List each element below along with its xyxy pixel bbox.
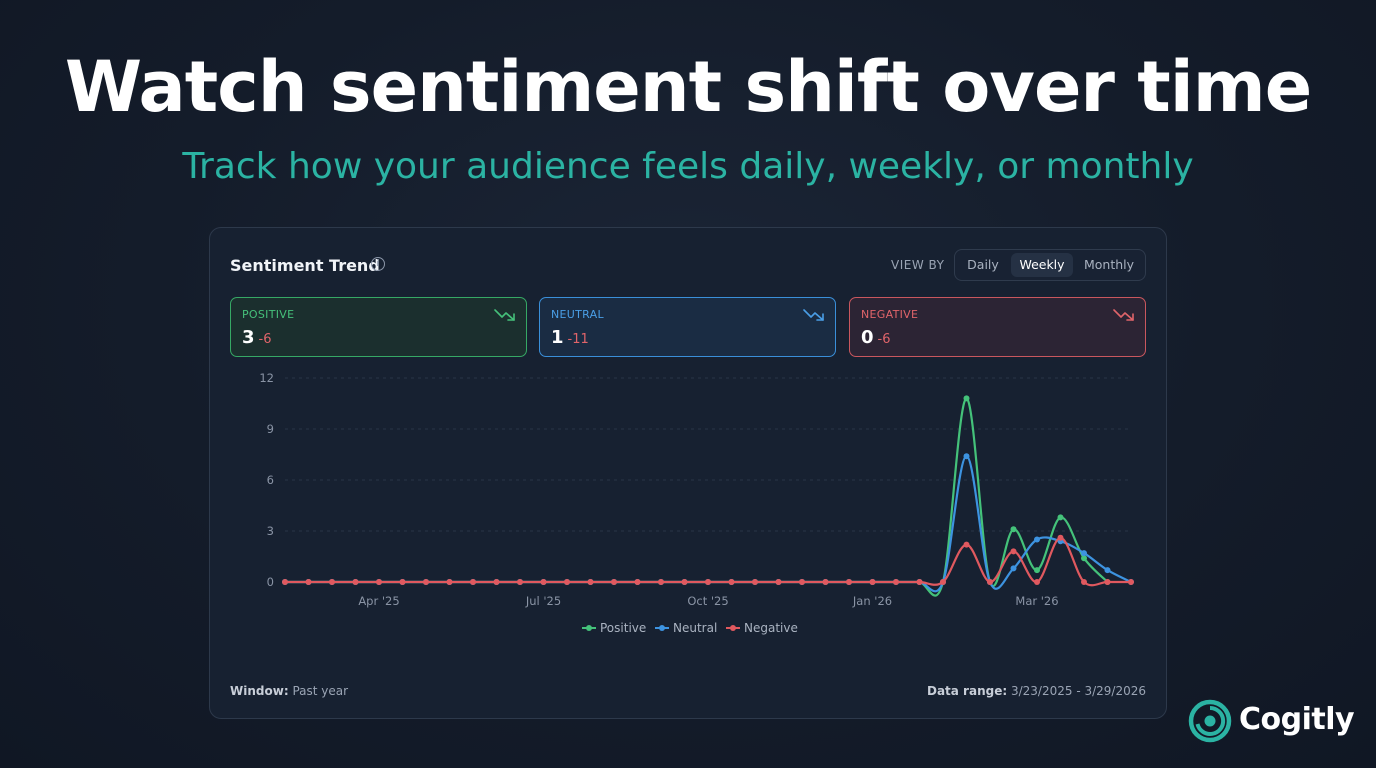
x-tick-label: Jul '25: [525, 594, 561, 608]
y-tick-label: 0: [267, 575, 274, 589]
cogitly-logo-icon: [1188, 699, 1232, 743]
data-point-negative: [705, 579, 711, 585]
data-point-neutral: [1010, 565, 1017, 572]
data-point-negative: [869, 579, 876, 585]
series-line-neutral: [284, 455, 1132, 593]
data-point-negative: [775, 579, 782, 585]
negative-label: NEGATIVE: [861, 308, 919, 321]
data-point-negative: [305, 579, 312, 585]
x-tick-label: Jan '26: [852, 594, 892, 608]
positive-stat-card[interactable]: POSITIVE 3 -6: [230, 297, 527, 357]
view-daily-button[interactable]: Daily: [967, 257, 999, 272]
negative-delta: -6: [877, 332, 891, 347]
legend-label-positive: Positive: [600, 621, 646, 635]
y-tick-label: 6: [267, 473, 274, 487]
data-point-negative: [352, 579, 359, 585]
data-point-positive: [1034, 567, 1040, 574]
data-point-negative: [1057, 534, 1064, 541]
data-point-negative: [658, 579, 664, 585]
y-tick-label: 9: [267, 422, 274, 436]
sentiment-trend-card: Sentiment Trend i VIEW BY Daily Weekly M…: [209, 227, 1167, 719]
data-point-negative: [329, 579, 335, 585]
brand-name: Cogitly: [1239, 702, 1355, 737]
data-point-negative: [493, 579, 500, 585]
data-point-negative: [963, 541, 970, 548]
data-point-negative: [987, 579, 993, 585]
data-point-negative: [399, 579, 406, 585]
data-point-positive: [963, 395, 970, 402]
series-line-positive: [284, 397, 1109, 597]
brand-logo: Cogitly: [1188, 699, 1358, 743]
trending-down-icon: [494, 309, 515, 321]
data-point-negative: [1081, 579, 1087, 585]
data-point-neutral: [963, 453, 970, 460]
sentiment-line-chart: 0 3 6 9 12 Apr '25 Jul '25 Oct '25 Jan '26 Mar '2…: [259, 371, 1134, 635]
x-tick-label: Oct '25: [687, 594, 728, 608]
data-point-negative: [846, 579, 852, 585]
negative-value: 0 -6: [861, 327, 891, 348]
data-point-positive: [1057, 514, 1064, 521]
legend-label-negative: Negative: [744, 621, 798, 635]
data-point-negative: [940, 579, 946, 585]
positive-label: POSITIVE: [242, 308, 295, 321]
data-point-negative: [1010, 548, 1017, 555]
data-point-negative: [611, 579, 617, 585]
series-line-negative: [284, 536, 1131, 587]
legend-marker-neutral: [659, 625, 665, 631]
view-monthly-button[interactable]: Monthly: [1083, 257, 1135, 272]
window-info: Window: Past year: [230, 684, 349, 698]
data-point-negative: [916, 579, 923, 585]
neutral-label: NEUTRAL: [551, 308, 604, 321]
data-point-negative: [376, 579, 382, 585]
positive-delta: -6: [258, 332, 272, 347]
data-point-neutral: [1034, 536, 1040, 543]
positive-value: 3 -6: [242, 327, 272, 348]
data-point-positive: [1010, 526, 1017, 533]
data-point-negative: [282, 579, 288, 585]
view-by-toggle: Daily Weekly Monthly: [954, 249, 1146, 281]
view-weekly-button[interactable]: Weekly: [1011, 253, 1073, 277]
data-point-negative: [587, 579, 594, 585]
negative-stat-card[interactable]: NEGATIVE 0 -6: [849, 297, 1146, 357]
neutral-delta: -11: [567, 332, 589, 347]
data-point-negative: [822, 579, 829, 585]
legend-label-neutral: Neutral: [673, 621, 717, 635]
data-point-negative: [681, 579, 688, 585]
data-point-negative: [634, 579, 641, 585]
y-tick-label: 12: [259, 371, 274, 385]
data-point-positive: [1081, 555, 1087, 562]
data-range-info: Data range: 3/23/2025 - 3/29/2026: [926, 684, 1146, 698]
trending-down-icon: [803, 309, 824, 321]
data-point-negative: [728, 579, 735, 585]
card-title: Sentiment Trend: [230, 256, 380, 275]
data-point-negative: [752, 579, 758, 585]
y-tick-label: 3: [267, 524, 274, 538]
view-by-label: VIEW BY: [891, 258, 945, 272]
x-tick-label: Apr '25: [358, 594, 399, 608]
legend-marker-negative: [730, 625, 736, 631]
data-point-neutral: [1104, 567, 1111, 574]
data-point-negative: [564, 579, 570, 585]
data-point-negative: [1034, 579, 1040, 585]
data-point-negative: [1128, 579, 1134, 585]
data-point-negative: [1104, 579, 1111, 585]
data-point-negative: [799, 579, 805, 585]
neutral-stat-card[interactable]: NEUTRAL 1 -11: [539, 297, 836, 357]
data-point-negative: [470, 579, 476, 585]
neutral-value: 1 -11: [551, 327, 589, 348]
data-point-negative: [893, 579, 899, 585]
headline: Watch sentiment shift over time: [64, 46, 1312, 128]
info-icon[interactable]: i: [371, 257, 385, 271]
data-point-negative: [423, 579, 429, 585]
data-point-neutral: [1081, 550, 1087, 557]
data-point-negative: [446, 579, 453, 585]
data-point-negative: [540, 579, 547, 585]
trending-down-icon: [1113, 309, 1134, 321]
subheadline: Track how your audience feels daily, wee…: [182, 146, 1194, 187]
legend-marker-positive: [586, 625, 592, 631]
data-point-negative: [517, 579, 523, 585]
x-tick-label: Mar '26: [1015, 594, 1058, 608]
